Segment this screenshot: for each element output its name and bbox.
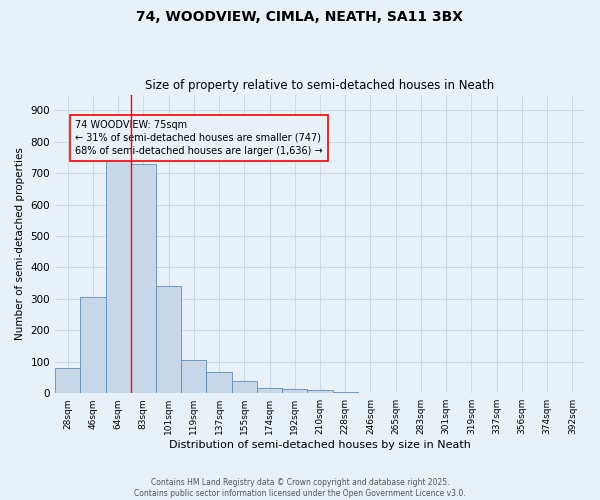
Bar <box>332 392 358 393</box>
Text: 74 WOODVIEW: 75sqm
← 31% of semi-detached houses are smaller (747)
68% of semi-d: 74 WOODVIEW: 75sqm ← 31% of semi-detache… <box>75 120 323 156</box>
Bar <box>282 390 307 393</box>
X-axis label: Distribution of semi-detached houses by size in Neath: Distribution of semi-detached houses by … <box>169 440 471 450</box>
Bar <box>156 286 181 393</box>
Bar <box>232 382 257 393</box>
Bar <box>307 390 332 393</box>
Title: Size of property relative to semi-detached houses in Neath: Size of property relative to semi-detach… <box>145 79 494 92</box>
Text: Contains HM Land Registry data © Crown copyright and database right 2025.
Contai: Contains HM Land Registry data © Crown c… <box>134 478 466 498</box>
Bar <box>106 158 131 393</box>
Bar <box>80 296 106 393</box>
Bar <box>257 388 282 393</box>
Y-axis label: Number of semi-detached properties: Number of semi-detached properties <box>15 148 25 340</box>
Bar <box>55 368 80 393</box>
Text: 74, WOODVIEW, CIMLA, NEATH, SA11 3BX: 74, WOODVIEW, CIMLA, NEATH, SA11 3BX <box>137 10 464 24</box>
Bar <box>206 372 232 393</box>
Bar <box>181 360 206 393</box>
Bar <box>131 164 156 393</box>
Bar <box>358 392 383 393</box>
